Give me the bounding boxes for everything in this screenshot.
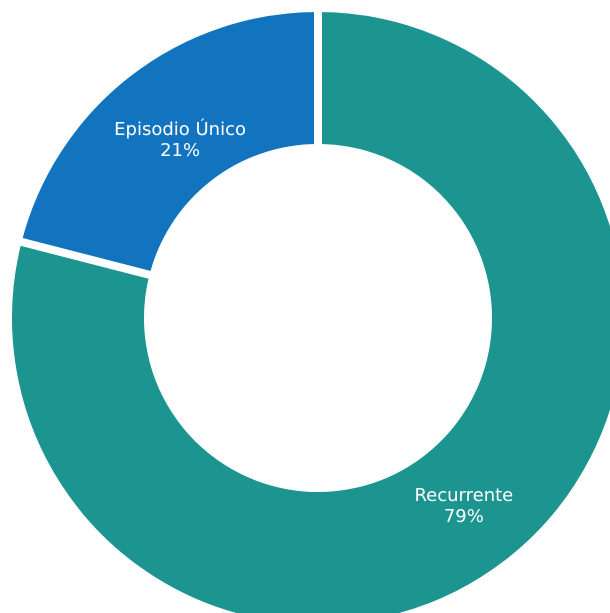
slice-label: Recurrente 79% [394, 485, 534, 527]
label-text: Recurrente [414, 485, 514, 507]
label-text: 79% [443, 506, 484, 528]
slice [12, 3, 322, 281]
label-text: 21% [160, 140, 201, 162]
slice [4, 3, 610, 613]
slice-label: Episodio Único 21% [110, 119, 250, 161]
label-text: Episodio Único [114, 119, 247, 141]
